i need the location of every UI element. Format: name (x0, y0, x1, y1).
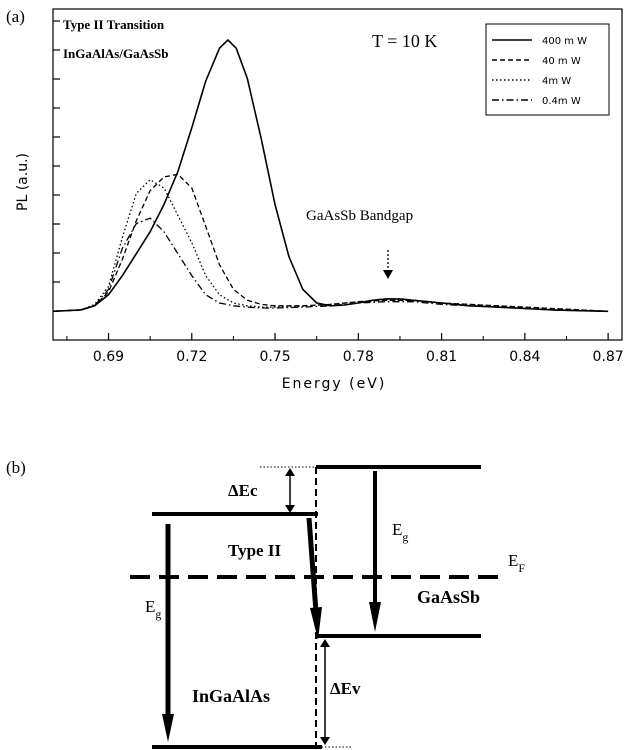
annotation-type-ii-transition: Type II Transition (63, 17, 165, 32)
legend: 400 m W 40 m W 4m W 0.4m W (485, 23, 610, 116)
delta-ec-arrow (285, 468, 295, 513)
legend-entry-label: 0.4m W (542, 96, 581, 107)
y-axis-ticks (53, 20, 60, 312)
annotation-temperature: T = 10 K (372, 31, 437, 51)
x-tick-label: 0.78 (343, 349, 374, 365)
series-line (52, 217, 609, 312)
legend-entry-label: 4m W (542, 76, 571, 87)
left-eg-label: Eg (145, 597, 161, 621)
x-tick-label: 0.75 (259, 349, 290, 365)
legend-entry-label: 400 m W (542, 36, 587, 47)
bandgap-arrow (383, 250, 393, 279)
annotation-bandgap: GaAsSb Bandgap (306, 208, 413, 224)
right-eg-sub: g (402, 530, 408, 544)
x-tick-label: 0.72 (176, 349, 207, 365)
left-material-label: InGaAlAs (192, 686, 270, 706)
panel-b: (b) ΔEc ΔEv (6, 458, 525, 750)
x-tick-label: 0.87 (593, 349, 624, 365)
legend-entry-label: 40 m W (542, 56, 581, 67)
type-ii-arrow (306, 517, 322, 640)
right-eg-label: Eg (392, 520, 408, 544)
x-axis-label: Energy (eV) (282, 376, 387, 392)
type-ii-label: Type II (228, 541, 281, 560)
ef-label: EF (508, 551, 525, 575)
right-eg-main: E (392, 520, 402, 539)
series-layer (52, 38, 609, 313)
x-tick-label: 0.81 (426, 349, 457, 365)
annotation-material-system: InGaAlAs/GaAsSb (63, 46, 168, 61)
x-axis-ticks: 0.69 0.72 0.75 0.78 0.81 0.84 0.87 (66, 333, 624, 365)
plot-frame (52, 8, 623, 341)
delta-ev-label: ΔEv (330, 679, 361, 698)
series-line (52, 178, 609, 312)
delta-ec-label: ΔEc (228, 481, 258, 500)
ef-main: E (508, 551, 518, 570)
panel-b-label: (b) (6, 458, 26, 477)
right-eg-arrow (369, 471, 381, 632)
x-tick-label: 0.69 (93, 349, 124, 365)
delta-ev-arrow (320, 639, 330, 745)
right-material-label: GaAsSb (417, 587, 480, 607)
series-line (52, 38, 609, 313)
left-eg-arrow (162, 524, 174, 742)
left-eg-main: E (145, 597, 155, 616)
ef-sub: F (518, 561, 525, 575)
x-tick-label: 0.84 (509, 349, 540, 365)
y-axis-label: PL (a.u.) (15, 153, 31, 211)
panel-a-label: (a) (6, 7, 25, 26)
panel-a: (a) 0.69 0.72 0.75 0.78 0.81 0.84 0.87 PL (a.u… (6, 7, 624, 392)
left-eg-sub: g (155, 607, 161, 621)
